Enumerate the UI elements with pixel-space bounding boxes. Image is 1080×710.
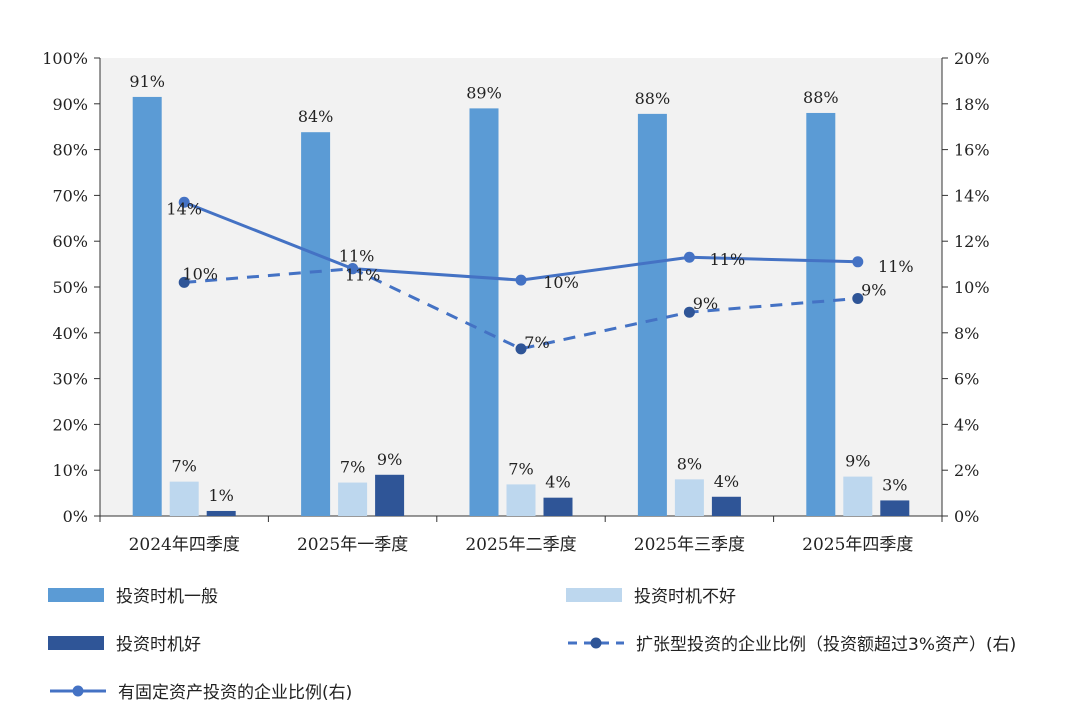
right-y-tick-label: 20% bbox=[954, 49, 990, 68]
line-expansion-point bbox=[515, 343, 527, 355]
bar-data-label: 7% bbox=[340, 458, 365, 477]
line-data-label: 14% bbox=[166, 199, 202, 218]
legend-item-line-expansion[interactable]: 扩张型投资的企业比例（投资额超过3%资产）(右) bbox=[566, 630, 1016, 655]
legend-label-bar-bad: 投资时机不好 bbox=[634, 587, 736, 607]
line-data-label: 11% bbox=[710, 250, 746, 269]
bar-good bbox=[711, 496, 741, 516]
bar-data-label: 1% bbox=[209, 486, 234, 505]
bar-general bbox=[132, 96, 162, 517]
right-y-tick-label: 6% bbox=[954, 370, 979, 389]
bar-data-label: 3% bbox=[882, 475, 907, 494]
x-category-label: 2025年二季度 bbox=[465, 535, 576, 555]
line-expansion-point bbox=[852, 292, 864, 304]
bar-data-label: 91% bbox=[129, 72, 165, 91]
line-fixed-series bbox=[183, 200, 858, 282]
legend-swatch-line-fixed bbox=[50, 685, 106, 696]
bar-general bbox=[637, 113, 667, 516]
bar-data-label: 9% bbox=[845, 452, 870, 471]
left-y-tick-label: 90% bbox=[52, 95, 88, 114]
legend-label-line-fixed: 有固定资产投资的企业比例(右) bbox=[118, 683, 353, 703]
left-y-tick-label: 50% bbox=[52, 278, 88, 297]
bar-data-label: 8% bbox=[677, 454, 702, 473]
bar-bad bbox=[338, 482, 368, 516]
line-expansion-series bbox=[184, 267, 858, 351]
bar-bad bbox=[843, 476, 873, 516]
right-y-tick-label: 16% bbox=[954, 141, 990, 160]
bar-data-label: 7% bbox=[508, 459, 533, 478]
legend-item-line-fixed[interactable]: 有固定资产投资的企业比例(右) bbox=[48, 678, 352, 703]
bar-good bbox=[543, 497, 573, 516]
legend-label-bar-general: 投资时机一般 bbox=[116, 587, 218, 607]
legend-swatch-bar-general bbox=[48, 587, 104, 602]
legend-swatch-bar-bad bbox=[566, 587, 622, 602]
left-y-tick-label: 80% bbox=[52, 141, 88, 160]
left-y-tick-label: 0% bbox=[63, 507, 88, 526]
left-y-tick-label: 100% bbox=[42, 49, 88, 68]
right-y-tick-label: 0% bbox=[954, 507, 979, 526]
bar-data-label: 89% bbox=[466, 83, 502, 102]
line-expansion-point bbox=[683, 306, 695, 318]
combo-chart: 0% 10% 20% 30% 40% 50% 60% 70% 80% 90% 100% 0% 2% 4% 6… bbox=[42, 49, 990, 555]
line-data-label: 9% bbox=[693, 294, 718, 313]
bar-general bbox=[301, 132, 331, 517]
bar-good bbox=[206, 510, 236, 516]
line-expansion-point bbox=[178, 276, 190, 288]
line-fixed-point bbox=[683, 251, 695, 263]
right-y-tick-label: 14% bbox=[954, 186, 990, 205]
bar-data-label: 9% bbox=[377, 450, 402, 469]
legend-label-line-expansion: 扩张型投资的企业比例（投资额超过3%资产）(右) bbox=[636, 635, 1017, 655]
left-y-tick-label: 30% bbox=[52, 370, 88, 389]
right-y-tick-label: 2% bbox=[954, 461, 979, 480]
line-data-label: 7% bbox=[524, 333, 549, 352]
bar-general bbox=[469, 108, 499, 516]
bar-data-label: 88% bbox=[803, 88, 839, 107]
bar-bad bbox=[506, 484, 536, 516]
x-category-label: 2025年一季度 bbox=[297, 535, 408, 555]
right-y-tick-label: 18% bbox=[954, 95, 990, 114]
left-y-tick-label: 10% bbox=[52, 461, 88, 480]
x-category-label: 2025年三季度 bbox=[634, 535, 745, 555]
line-data-label: 10% bbox=[182, 264, 218, 283]
right-y-tick-label: 4% bbox=[954, 415, 979, 434]
legend-item-bar-bad[interactable]: 投资时机不好 bbox=[566, 582, 736, 607]
left-y-tick-label: 40% bbox=[52, 324, 88, 343]
line-data-label: 11% bbox=[345, 266, 381, 285]
bar-data-label: 7% bbox=[172, 457, 197, 476]
legend-item-bar-general[interactable]: 投资时机一般 bbox=[48, 582, 218, 607]
x-category-label: 2025年四季度 bbox=[802, 535, 913, 555]
line-fixed-point bbox=[852, 256, 864, 268]
line-data-label: 11% bbox=[339, 247, 375, 266]
bar-data-label: 88% bbox=[635, 89, 671, 108]
legend-item-bar-good[interactable]: 投资时机好 bbox=[48, 630, 201, 655]
line-fixed-point bbox=[178, 196, 190, 208]
left-y-tick-label: 60% bbox=[52, 232, 88, 251]
bar-good bbox=[375, 474, 405, 516]
legend-swatch-bar-good bbox=[48, 635, 104, 650]
bar-data-label: 84% bbox=[298, 107, 334, 126]
plot-area-background bbox=[100, 58, 942, 516]
bar-bad bbox=[674, 479, 704, 516]
bar-general bbox=[806, 112, 836, 517]
line-fixed-point bbox=[347, 263, 359, 275]
right-y-tick-label: 8% bbox=[954, 324, 979, 343]
right-y-tick-label: 12% bbox=[954, 232, 990, 251]
line-data-label: 11% bbox=[878, 257, 914, 276]
x-category-label: 2024年四季度 bbox=[129, 535, 240, 555]
bar-good bbox=[880, 500, 910, 516]
left-y-tick-label: 20% bbox=[52, 415, 88, 434]
right-y-tick-label: 10% bbox=[954, 278, 990, 297]
line-fixed-point bbox=[515, 274, 527, 286]
legend-swatch-line-expansion bbox=[568, 637, 624, 648]
line-data-label: 10% bbox=[543, 273, 579, 292]
legend-label-bar-good: 投资时机好 bbox=[116, 635, 201, 655]
bar-bad bbox=[169, 481, 199, 516]
line-data-label: 9% bbox=[861, 280, 886, 299]
bar-data-label: 4% bbox=[714, 472, 739, 491]
left-y-tick-label: 70% bbox=[52, 186, 88, 205]
bar-data-label: 4% bbox=[545, 473, 570, 492]
